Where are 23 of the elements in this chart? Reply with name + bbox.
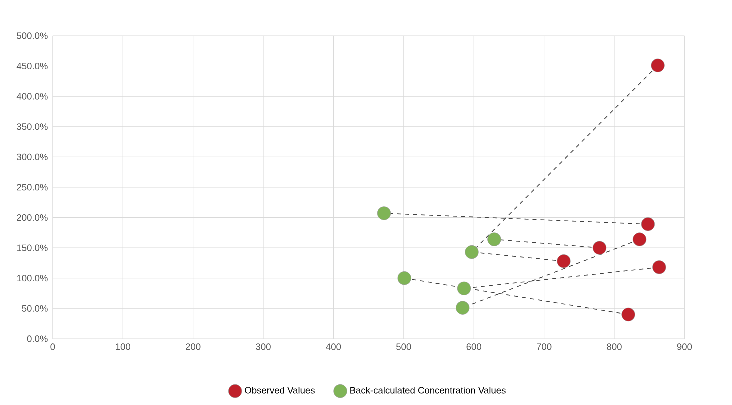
y-tick-label: 150.0%: [17, 244, 48, 252]
y-tick-label: 400.0%: [16, 93, 48, 100]
legend-label: Observed Values: [245, 386, 315, 394]
y-tick-label: 0.0%: [27, 336, 48, 342]
y-tick-label: 50.0%: [22, 305, 48, 312]
x-tick-label: 900: [677, 344, 692, 350]
y-tick-label: 250.0%: [17, 184, 48, 191]
y-tick-label: 100.0%: [17, 275, 48, 282]
y-tick-label: 450.0%: [16, 62, 48, 70]
x-tick-label: 0: [50, 344, 56, 350]
x-tick-label: 700: [537, 344, 552, 350]
x-tick-label: 500: [396, 344, 412, 350]
y-tick-label: 350.0%: [17, 124, 48, 130]
x-tick-label: 200: [186, 344, 201, 350]
y-tick-label: 300.0%: [17, 154, 48, 160]
legend-label: Back-calculated Concentration Values: [350, 386, 506, 394]
y-tick-label: 500.0%: [17, 32, 48, 40]
x-tick-label: 600: [466, 344, 482, 350]
x-tick-label: 400: [326, 344, 342, 350]
x-tick-label: 100: [116, 344, 131, 350]
y-tick-label: 200.0%: [17, 214, 48, 221]
x-tick-label: 800: [607, 344, 622, 350]
x-tick-label: 300: [256, 344, 271, 350]
